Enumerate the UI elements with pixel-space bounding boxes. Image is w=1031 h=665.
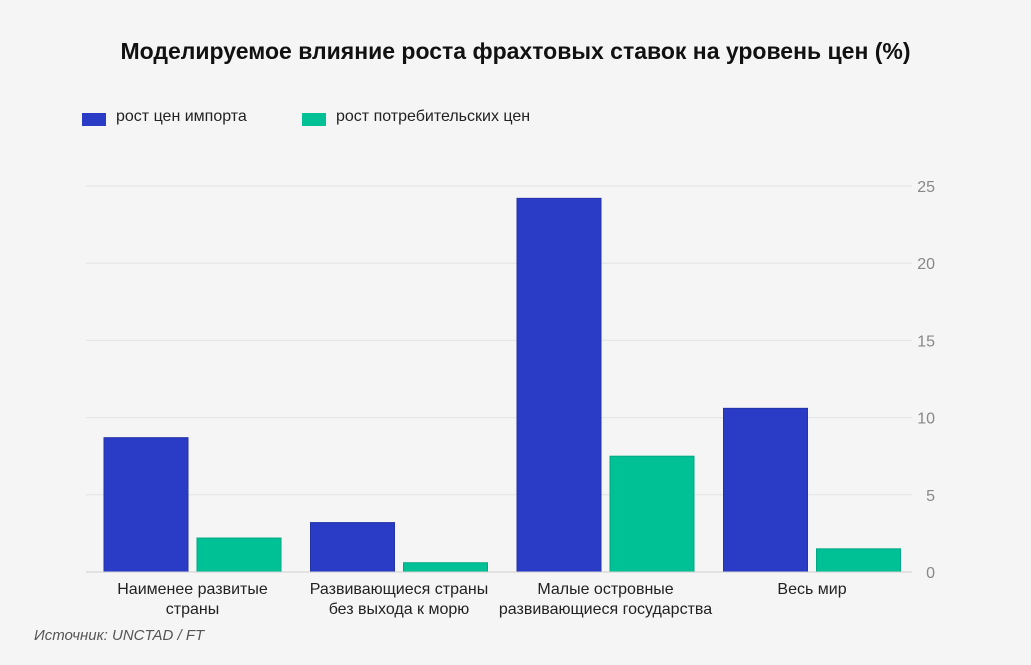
y-tick-label: 5 xyxy=(926,488,935,505)
y-tick-label: 0 xyxy=(926,565,935,582)
bar-import xyxy=(723,407,808,573)
x-category-label: Наименее развитые страны xyxy=(117,581,268,618)
legend-label-consumer: рост потребительских цен xyxy=(336,108,531,125)
legend-swatch-import xyxy=(82,113,106,126)
y-tick-label: 10 xyxy=(917,411,935,428)
bar-import xyxy=(103,437,189,573)
y-tick-label: 25 xyxy=(917,179,935,196)
bar-consumer xyxy=(196,537,282,573)
legend-label-import: рост цен импорта xyxy=(116,108,247,125)
bar-consumer xyxy=(609,455,695,573)
x-category-label: Весь мир xyxy=(777,581,846,598)
bar-consumer xyxy=(816,548,901,573)
bar-import xyxy=(310,522,395,573)
bar-consumer xyxy=(403,562,488,573)
source-note: Источник: UNCTAD / FT xyxy=(34,627,205,644)
y-tick-label: 15 xyxy=(917,333,935,350)
y-tick-label: 20 xyxy=(917,256,935,273)
x-category-label: Развивающиеся страны без выхода к морю xyxy=(310,581,488,618)
chart-title: Моделируемое влияние роста фрахтовых ста… xyxy=(120,38,911,64)
bar-import xyxy=(516,197,602,573)
x-category-label: Малые островные развивающиеся государства xyxy=(499,581,712,618)
legend-swatch-consumer xyxy=(302,113,326,126)
